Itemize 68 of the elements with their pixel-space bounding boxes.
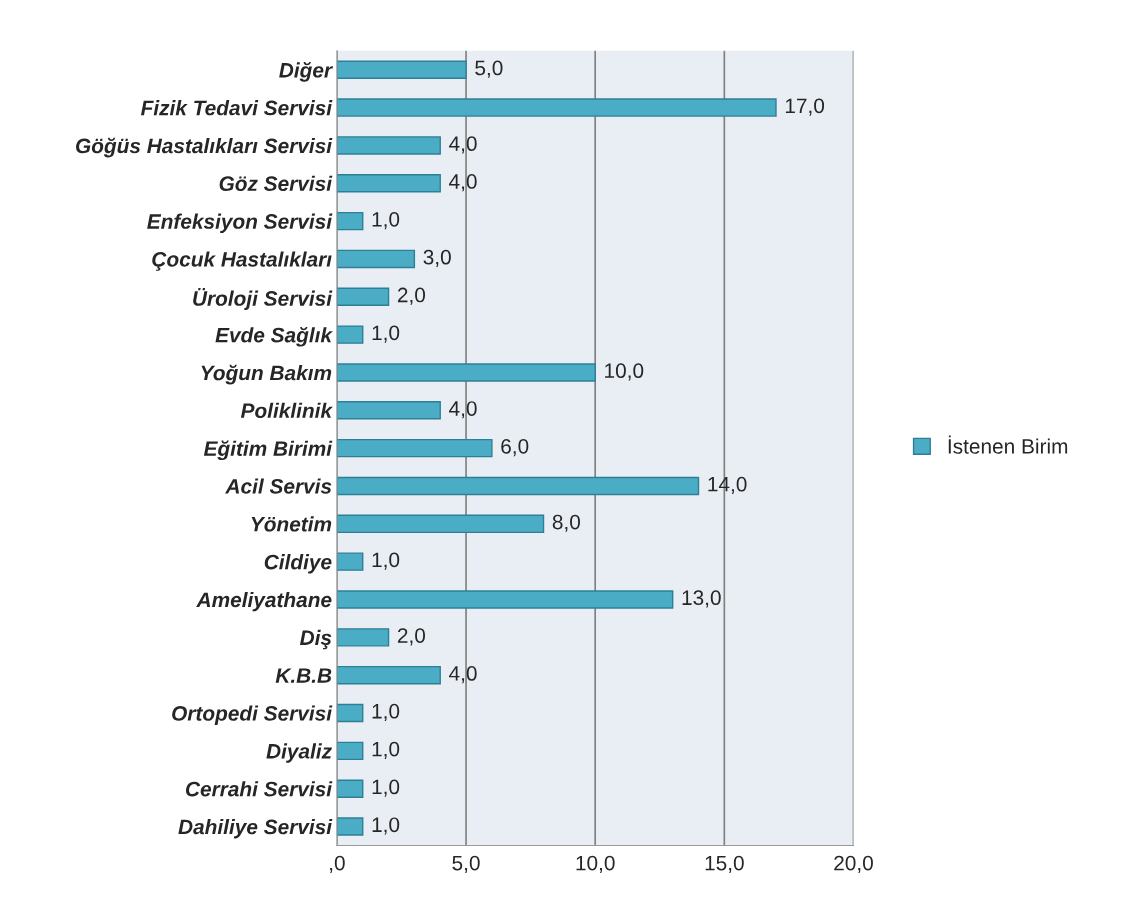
x-tick-label: 5,0 bbox=[452, 855, 480, 873]
bar bbox=[336, 552, 364, 571]
data-label: 17,0 bbox=[785, 98, 825, 116]
data-label: 1,0 bbox=[372, 552, 400, 570]
bar bbox=[336, 779, 364, 798]
x-tick-label: 20,0 bbox=[834, 855, 873, 873]
bar bbox=[336, 249, 416, 269]
x-tick-label: ,0 bbox=[330, 855, 345, 873]
data-label: 2,0 bbox=[397, 287, 426, 305]
y-tick-label: Cerrahi Servisi bbox=[185, 781, 333, 797]
data-label: 4,0 bbox=[449, 174, 477, 192]
y-tick-label: Ortopedi Servisi bbox=[172, 705, 333, 725]
data-label: 1,0 bbox=[372, 741, 400, 759]
data-label: 10,0 bbox=[605, 363, 644, 381]
y-tick-label: Poliklinik bbox=[240, 402, 333, 419]
bar bbox=[336, 325, 364, 344]
data-label: 4,0 bbox=[449, 136, 477, 154]
bar bbox=[336, 60, 467, 79]
bar bbox=[336, 741, 364, 761]
bar bbox=[336, 287, 390, 306]
bar bbox=[336, 98, 777, 117]
y-tick-label: Diğer bbox=[279, 62, 333, 82]
y-tick-label: Göğüs Hastalıkları Servisi bbox=[76, 137, 333, 158]
bar bbox=[336, 476, 700, 496]
data-label: 6,0 bbox=[501, 438, 529, 457]
bar bbox=[336, 401, 441, 420]
legend-label: İstenen Birim bbox=[948, 435, 1068, 454]
y-tick-label: Yoğun Bakım bbox=[201, 364, 332, 385]
y-tick-label: Ameliyathane bbox=[196, 591, 332, 612]
y-tick-label: Enfeksiyon Servisi bbox=[147, 213, 333, 233]
data-label: 1,0 bbox=[372, 703, 400, 722]
x-tick-label: 15,0 bbox=[705, 855, 744, 873]
data-label: 13,0 bbox=[682, 590, 721, 608]
y-tick-label: Acil Servis bbox=[225, 478, 332, 494]
data-label: 3,0 bbox=[423, 249, 451, 267]
y-tick-label: Diş bbox=[299, 629, 332, 650]
data-label: 2,0 bbox=[397, 628, 426, 646]
y-tick-label: Diyaliz bbox=[266, 743, 332, 763]
bar bbox=[336, 136, 441, 155]
y-tick-label: K.B.B bbox=[275, 668, 332, 683]
y-tick-label: Çocuk Hastalıkları bbox=[152, 251, 332, 271]
bar bbox=[336, 174, 441, 193]
y-tick-label: Dahiliye Servisi bbox=[178, 818, 333, 839]
bar bbox=[336, 438, 493, 458]
y-tick-label: Göz Servisi bbox=[219, 175, 333, 192]
x-tick-label: 10,0 bbox=[576, 855, 615, 873]
y-tick-label: Evde Sağlık bbox=[215, 326, 333, 347]
y-tick-label: Üroloji Servisi bbox=[193, 287, 333, 310]
bar bbox=[336, 817, 364, 836]
y-tick-label: Yönetim bbox=[251, 516, 332, 532]
data-label: 4,0 bbox=[449, 401, 477, 419]
bar bbox=[336, 590, 674, 609]
bar bbox=[336, 665, 441, 685]
data-label: 5,0 bbox=[475, 60, 503, 78]
data-label: 1,0 bbox=[372, 211, 400, 230]
y-tick-label: Eğitim Birimi bbox=[203, 440, 333, 461]
bar bbox=[336, 514, 545, 534]
data-label: 1,0 bbox=[372, 779, 400, 797]
data-label: 1,0 bbox=[372, 817, 400, 835]
bar bbox=[336, 211, 364, 231]
data-label: 4,0 bbox=[449, 666, 477, 684]
bar bbox=[336, 703, 364, 723]
data-label: 1,0 bbox=[372, 325, 400, 343]
y-tick-label: Fizik Tedavi Servisi bbox=[140, 100, 333, 116]
bar bbox=[336, 363, 596, 382]
y-tick-label: Cildiye bbox=[264, 554, 332, 574]
data-label: 8,0 bbox=[552, 514, 581, 532]
bar bbox=[336, 628, 390, 647]
